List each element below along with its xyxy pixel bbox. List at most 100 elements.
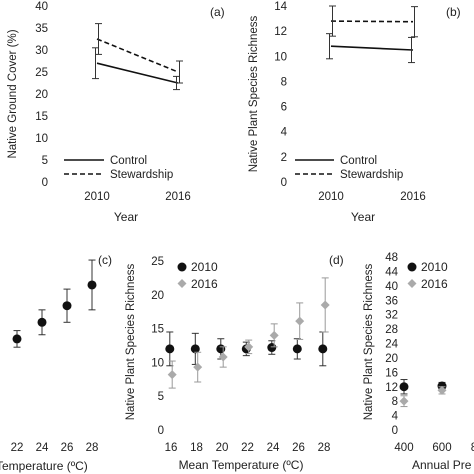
x-tick-label-d-3: 22 (241, 442, 254, 454)
y-tick-label-e-11: 44 (385, 266, 398, 278)
y-tick-label-d-5: 25 (151, 256, 164, 268)
panel-b: (b) Native Plant Species Richness 0 2 4 6 8 1… (248, 1, 461, 224)
x-tick-label-e-1: 600 (432, 442, 451, 454)
x-tick-label-a-1: 2016 (165, 191, 191, 203)
data-point-c-0 (12, 334, 22, 344)
legend-label-control-b: Control (340, 155, 377, 167)
data-point-2016-d-2 (218, 352, 228, 362)
y-tick-label-b-5: 10 (274, 51, 287, 63)
panel-label-c: (c) (98, 253, 112, 267)
data-point-c-3 (87, 280, 97, 290)
y-axis-label-e: Native Plant Species Richness (363, 263, 375, 420)
data-point-2016-d-3 (244, 342, 254, 352)
y-tick-label-d-2: 10 (151, 357, 164, 369)
x-tick-label-d-1: 18 (190, 442, 203, 454)
y-tick-label-b-1: 2 (281, 152, 287, 164)
y-tick-label-d-4: 20 (151, 290, 164, 302)
data-point-2010-d-4 (267, 343, 277, 353)
series-line-stewardship-b (330, 20, 414, 23)
x-tick-label-c-0: 22 (11, 442, 24, 454)
y-tick-label-e-10: 40 (385, 281, 398, 293)
legend-label-control-a: Control (110, 155, 147, 167)
y-tick-label-e-5: 20 (385, 353, 398, 365)
x-tick-label-b-1: 2016 (400, 191, 426, 203)
legend-marker-2010-e (407, 262, 417, 272)
legend-label-stewardship-a: Stewardship (110, 169, 173, 181)
y-tick-label-e-0: 0 (392, 425, 398, 437)
y-tick-label-e-9: 36 (385, 295, 398, 307)
panel-label-d: (d) (329, 253, 344, 267)
y-tick-label-a-6: 30 (35, 45, 48, 57)
legend-label-2016-e: 2016 (421, 277, 448, 291)
y-tick-label-a-1: 5 (42, 155, 48, 167)
x-axis-label-c: Temperature (ºC) (0, 459, 88, 473)
y-tick-label-a-3: 15 (35, 111, 48, 123)
y-tick-label-b-3: 6 (281, 102, 287, 114)
panel-d: (d) Native Plant Species Richness 0 5 10 15… (125, 253, 344, 472)
data-point-2010-d-2 (216, 344, 226, 354)
y-tick-label-a-2: 10 (35, 133, 48, 145)
y-tick-label-b-7: 14 (274, 1, 287, 13)
data-point-2016-d-4 (269, 330, 279, 340)
data-point-2010-e-0 (399, 382, 409, 392)
x-axis-label-e: Annual Pre (412, 458, 472, 472)
x-tick-label-c-3: 28 (86, 442, 99, 454)
series-line-control-b (330, 45, 414, 51)
legend-label-2010-e: 2010 (421, 260, 448, 274)
y-tick-label-e-1: 4 (392, 411, 399, 423)
data-point-2010-d-5 (292, 344, 302, 354)
x-tick-label-d-2: 20 (216, 442, 229, 454)
x-tick-label-d-5: 26 (292, 442, 305, 454)
y-axis-label-a: Native Ground Cover (%) (7, 29, 19, 158)
legend-marker-2016-d (177, 279, 187, 288)
legend-label-2016-d: 2016 (191, 277, 218, 291)
y-tick-label-e-3: 12 (385, 382, 398, 394)
y-tick-label-d-1: 5 (158, 391, 164, 403)
y-axis-label-d: Native Plant Species Richness (125, 263, 137, 420)
legend-label-stewardship-b: Stewardship (340, 169, 403, 181)
x-axis-label-a: Year (114, 210, 138, 224)
x-tick-label-e-0: 400 (394, 442, 413, 454)
panel-label-b: (b) (446, 5, 461, 19)
data-point-2016-d-1 (193, 362, 203, 372)
y-tick-label-e-12: 48 (385, 252, 398, 264)
y-tick-label-b-4: 8 (281, 76, 287, 88)
x-tick-label-c-1: 24 (36, 442, 49, 454)
x-axis-label-d: Mean Temperature (ºC) (179, 458, 304, 472)
legend-label-2010-d: 2010 (191, 260, 218, 274)
legend-marker-2010-d (177, 262, 187, 272)
x-tick-label-d-6: 28 (318, 442, 331, 454)
x-tick-label-b-0: 2010 (318, 191, 344, 203)
series-line-stewardship-a (96, 38, 179, 73)
x-tick-label-a-0: 2010 (84, 191, 110, 203)
y-tick-label-e-4: 16 (385, 367, 398, 379)
data-point-2010-d-0 (165, 344, 175, 354)
data-point-c-2 (62, 301, 72, 311)
y-tick-label-a-0: 0 (42, 177, 48, 189)
y-axis-label-b: Native Plant Species Richness (248, 15, 260, 172)
panel-c: (c) 22 24 26 28 Temperature (ºC) (0, 253, 112, 473)
x-tick-label-e-2: 8 (471, 442, 474, 454)
y-tick-label-e-2: 8 (392, 396, 398, 408)
series-line-control-a (96, 62, 179, 84)
y-tick-label-b-0: 0 (281, 177, 287, 189)
data-point-2016-d-5 (295, 316, 305, 326)
y-tick-label-a-5: 25 (35, 67, 48, 79)
x-tick-label-d-0: 16 (165, 442, 178, 454)
y-tick-label-b-6: 12 (274, 26, 287, 38)
y-tick-label-b-2: 4 (281, 127, 288, 139)
y-tick-label-d-0: 0 (158, 425, 164, 437)
x-tick-label-c-2: 26 (61, 442, 74, 454)
legend-marker-2016-e (407, 279, 417, 288)
y-tick-label-a-4: 20 (35, 89, 48, 101)
data-point-2016-d-0 (167, 370, 177, 380)
x-tick-label-d-4: 24 (267, 442, 280, 454)
y-tick-label-d-3: 15 (151, 324, 164, 336)
data-point-2010-d-6 (318, 344, 328, 354)
data-point-c-1 (37, 317, 47, 327)
data-point-2010-d-1 (190, 344, 200, 354)
y-tick-label-e-8: 32 (385, 310, 398, 322)
y-tick-label-e-7: 28 (385, 324, 398, 336)
panel-a: (a) Native Ground Cover (%) 0 5 10 15 20 25 30… (7, 1, 225, 224)
